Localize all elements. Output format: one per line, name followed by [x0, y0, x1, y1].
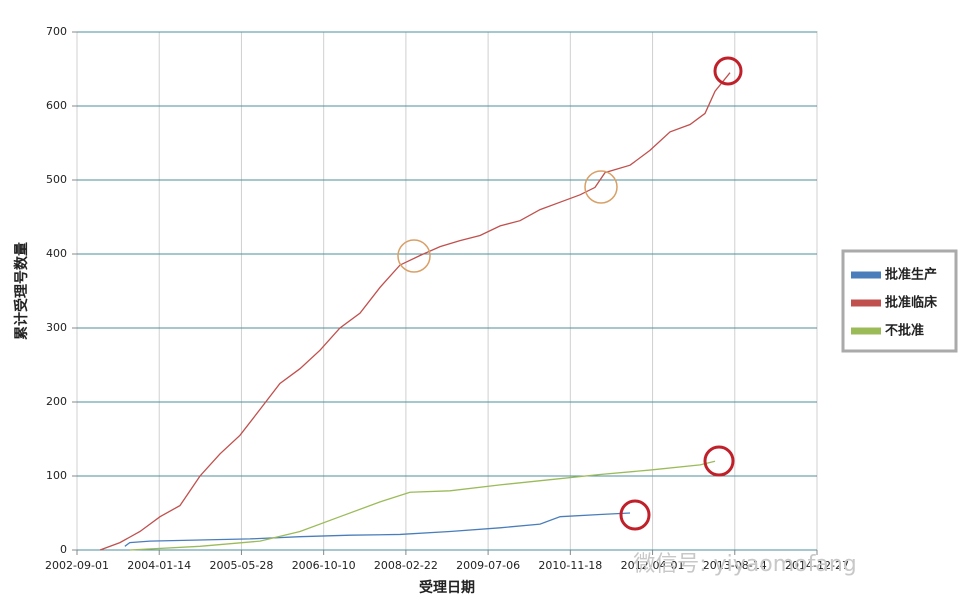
x-tick-label: 2002-09-01 [45, 559, 109, 572]
y-tick-label: 100 [46, 469, 67, 482]
x-axis-title: 受理日期 [419, 579, 475, 596]
x-tick-label: 2006-10-10 [292, 559, 356, 572]
y-axis-title: 累计受理号数量 [13, 242, 30, 340]
legend-label: 批准临床 [885, 295, 938, 311]
highlight-circle [703, 445, 735, 477]
highlight-circle [397, 239, 431, 273]
y-tick-label: 0 [60, 543, 67, 556]
watermark: 微信号: yiyaomofang [633, 552, 857, 577]
series-line [124, 512, 631, 547]
y-tick-label: 700 [46, 25, 67, 38]
x-tick-label: 2012-04-01 [621, 559, 685, 572]
y-tick-label: 600 [46, 99, 67, 112]
series-line [129, 460, 716, 551]
y-tick-label: 300 [46, 321, 67, 334]
y-tick-label: 200 [46, 395, 67, 408]
x-tick-label: 2004-01-14 [127, 559, 191, 572]
x-tick-label: 2013-08-14 [703, 559, 767, 572]
y-tick-label: 500 [46, 173, 67, 186]
plot-area [76, 31, 818, 551]
x-tick-label: 2009-07-06 [456, 559, 520, 572]
highlight-circle [713, 56, 743, 86]
x-tick-label: 2014-12-27 [785, 559, 849, 572]
legend-label: 批准生产 [885, 267, 937, 283]
x-tick-label: 2005-05-28 [209, 559, 273, 572]
legend-label: 不批准 [885, 323, 924, 339]
series-line [99, 72, 731, 551]
plot: 2002-09-01 2004-01-14 2005-05-28 2006-10-10… [45, 25, 849, 572]
x-tick-label: 2008-02-22 [374, 559, 438, 572]
x-tick-label: 2010-11-18 [538, 559, 602, 572]
highlight-circle [584, 170, 618, 204]
highlight-circle [619, 499, 651, 531]
y-tick-label: 400 [46, 247, 67, 260]
